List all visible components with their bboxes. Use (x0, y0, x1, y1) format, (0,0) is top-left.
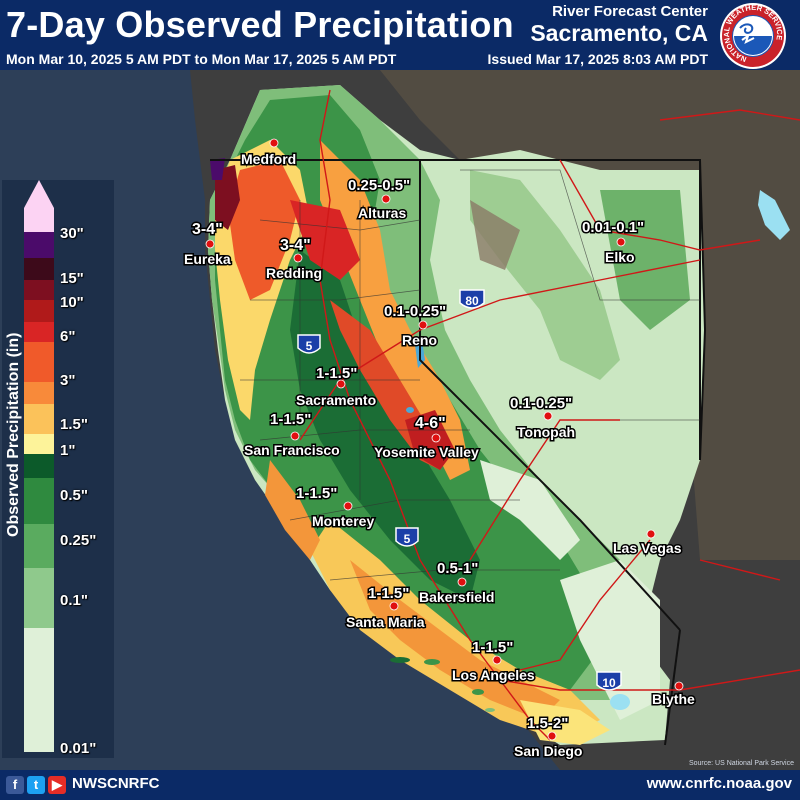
map-canvas: 5 80 5 10 3-4" 3-4" 0.25-0.5" 0.01-0.1" … (0, 70, 800, 770)
legend-tick-1: 1" (60, 442, 76, 459)
social-handle[interactable]: NWSCNRFC (72, 775, 160, 792)
facebook-icon[interactable]: f (6, 776, 24, 794)
legend-tick-3: 3" (60, 372, 76, 389)
highway-shield-80: 80 (459, 289, 485, 309)
legend-tick-6: 6" (60, 328, 76, 345)
amount-label-elko: 0.01-0.1" (582, 219, 644, 236)
amount-label-bakersfield: 0.5-1" (437, 560, 478, 577)
amount-label-los-angeles: 1-1.5" (472, 639, 513, 656)
amount-label-yosemite: 4-6" (415, 415, 446, 432)
city-label-los-angeles: Los Angeles (452, 667, 535, 683)
city-label-redding: Redding (266, 265, 322, 281)
page-title: 7-Day Observed Precipitation (6, 4, 514, 45)
highway-shield-10: 10 (596, 671, 622, 691)
twitter-icon[interactable]: t (27, 776, 45, 794)
legend-title: Observed Precipitation (in) (5, 332, 22, 537)
city-label-santa-maria: Santa Maria (346, 614, 425, 630)
website-link[interactable]: www.cnrfc.noaa.gov (646, 775, 792, 792)
amount-label-eureka: 3-4" (192, 221, 223, 238)
legend-tick-10: 10" (60, 294, 84, 311)
city-label-yosemite: Yosemite Valley (374, 444, 479, 460)
header-bar: 7-Day Observed Precipitation Mon Mar 10,… (0, 0, 800, 70)
legend-color-bar (24, 208, 54, 752)
legend-tick-0-01: 0.01" (60, 740, 97, 757)
legend-tick-15: 15" (60, 270, 84, 287)
amount-label-alturas: 0.25-0.5" (348, 177, 410, 194)
footer-bar: f t ▶ NWSCNRFC www.cnrfc.noaa.gov (0, 770, 800, 800)
issued-time: Issued Mar 17, 2025 8:03 AM PDT (487, 51, 708, 67)
amount-label-san-francisco: 1-1.5" (270, 411, 311, 428)
city-label-sacramento: Sacramento (296, 392, 376, 408)
svg-text:80: 80 (465, 294, 479, 308)
city-label-reno: Reno (402, 332, 437, 348)
city-label-elko: Elko (605, 249, 635, 265)
amount-label-monterey: 1-1.5" (296, 485, 337, 502)
city-label-san-francisco: San Francisco (244, 442, 340, 458)
nws-logo: NATIONAL WEATHER SERVICE (720, 3, 786, 69)
date-range: Mon Mar 10, 2025 5 AM PDT to Mon Mar 17,… (6, 51, 397, 67)
city-label-medford: Medford (241, 151, 296, 167)
social-links: f t ▶ (6, 776, 66, 794)
highway-shield-5-south: 5 (395, 527, 419, 547)
city-label-las-vegas: Las Vegas (613, 540, 682, 556)
rfc-label: River Forecast Center (552, 3, 708, 20)
source-credit: Source: US National Park Service (688, 760, 794, 767)
legend-tick-0-1: 0.1" (60, 592, 88, 609)
amount-label-san-diego: 1.5-2" (527, 715, 568, 732)
legend-tick-0-5: 0.5" (60, 487, 88, 504)
legend-tick-1-5: 1.5" (60, 416, 88, 433)
amount-label-santa-maria: 1-1.5" (368, 585, 409, 602)
highway-shield-5-north: 5 (297, 334, 321, 354)
legend-max-arrow (24, 180, 54, 208)
state-border (210, 159, 707, 631)
amount-label-reno: 0.1-0.25" (384, 303, 446, 320)
legend-tick-30: 30" (60, 225, 84, 242)
city-label-san-diego: San Diego (514, 743, 582, 759)
svg-text:5: 5 (404, 532, 411, 546)
svg-text:5: 5 (306, 339, 313, 353)
amount-label-sacramento: 1-1.5" (316, 365, 357, 382)
svg-text:10: 10 (602, 676, 616, 690)
city-label-tonopah: Tonopah (517, 424, 575, 440)
amount-label-tonopah: 0.1-0.25" (510, 395, 572, 412)
precipitation-legend: Observed Precipitation (in) 30" 15" 10" … (2, 180, 114, 758)
amount-label-redding: 3-4" (280, 237, 311, 254)
rfc-location: Sacramento, CA (530, 20, 708, 46)
precipitation-map: 5 80 5 10 3-4" 3-4" 0.25-0.5" 0.01-0.1" … (0, 70, 800, 770)
legend-tick-0-25: 0.25" (60, 532, 97, 549)
city-label-blythe: Blythe (652, 691, 695, 707)
youtube-icon[interactable]: ▶ (48, 776, 66, 794)
city-label-alturas: Alturas (358, 205, 406, 221)
city-label-bakersfield: Bakersfield (419, 589, 494, 605)
city-label-eureka: Eureka (184, 251, 231, 267)
city-label-monterey: Monterey (312, 513, 374, 529)
